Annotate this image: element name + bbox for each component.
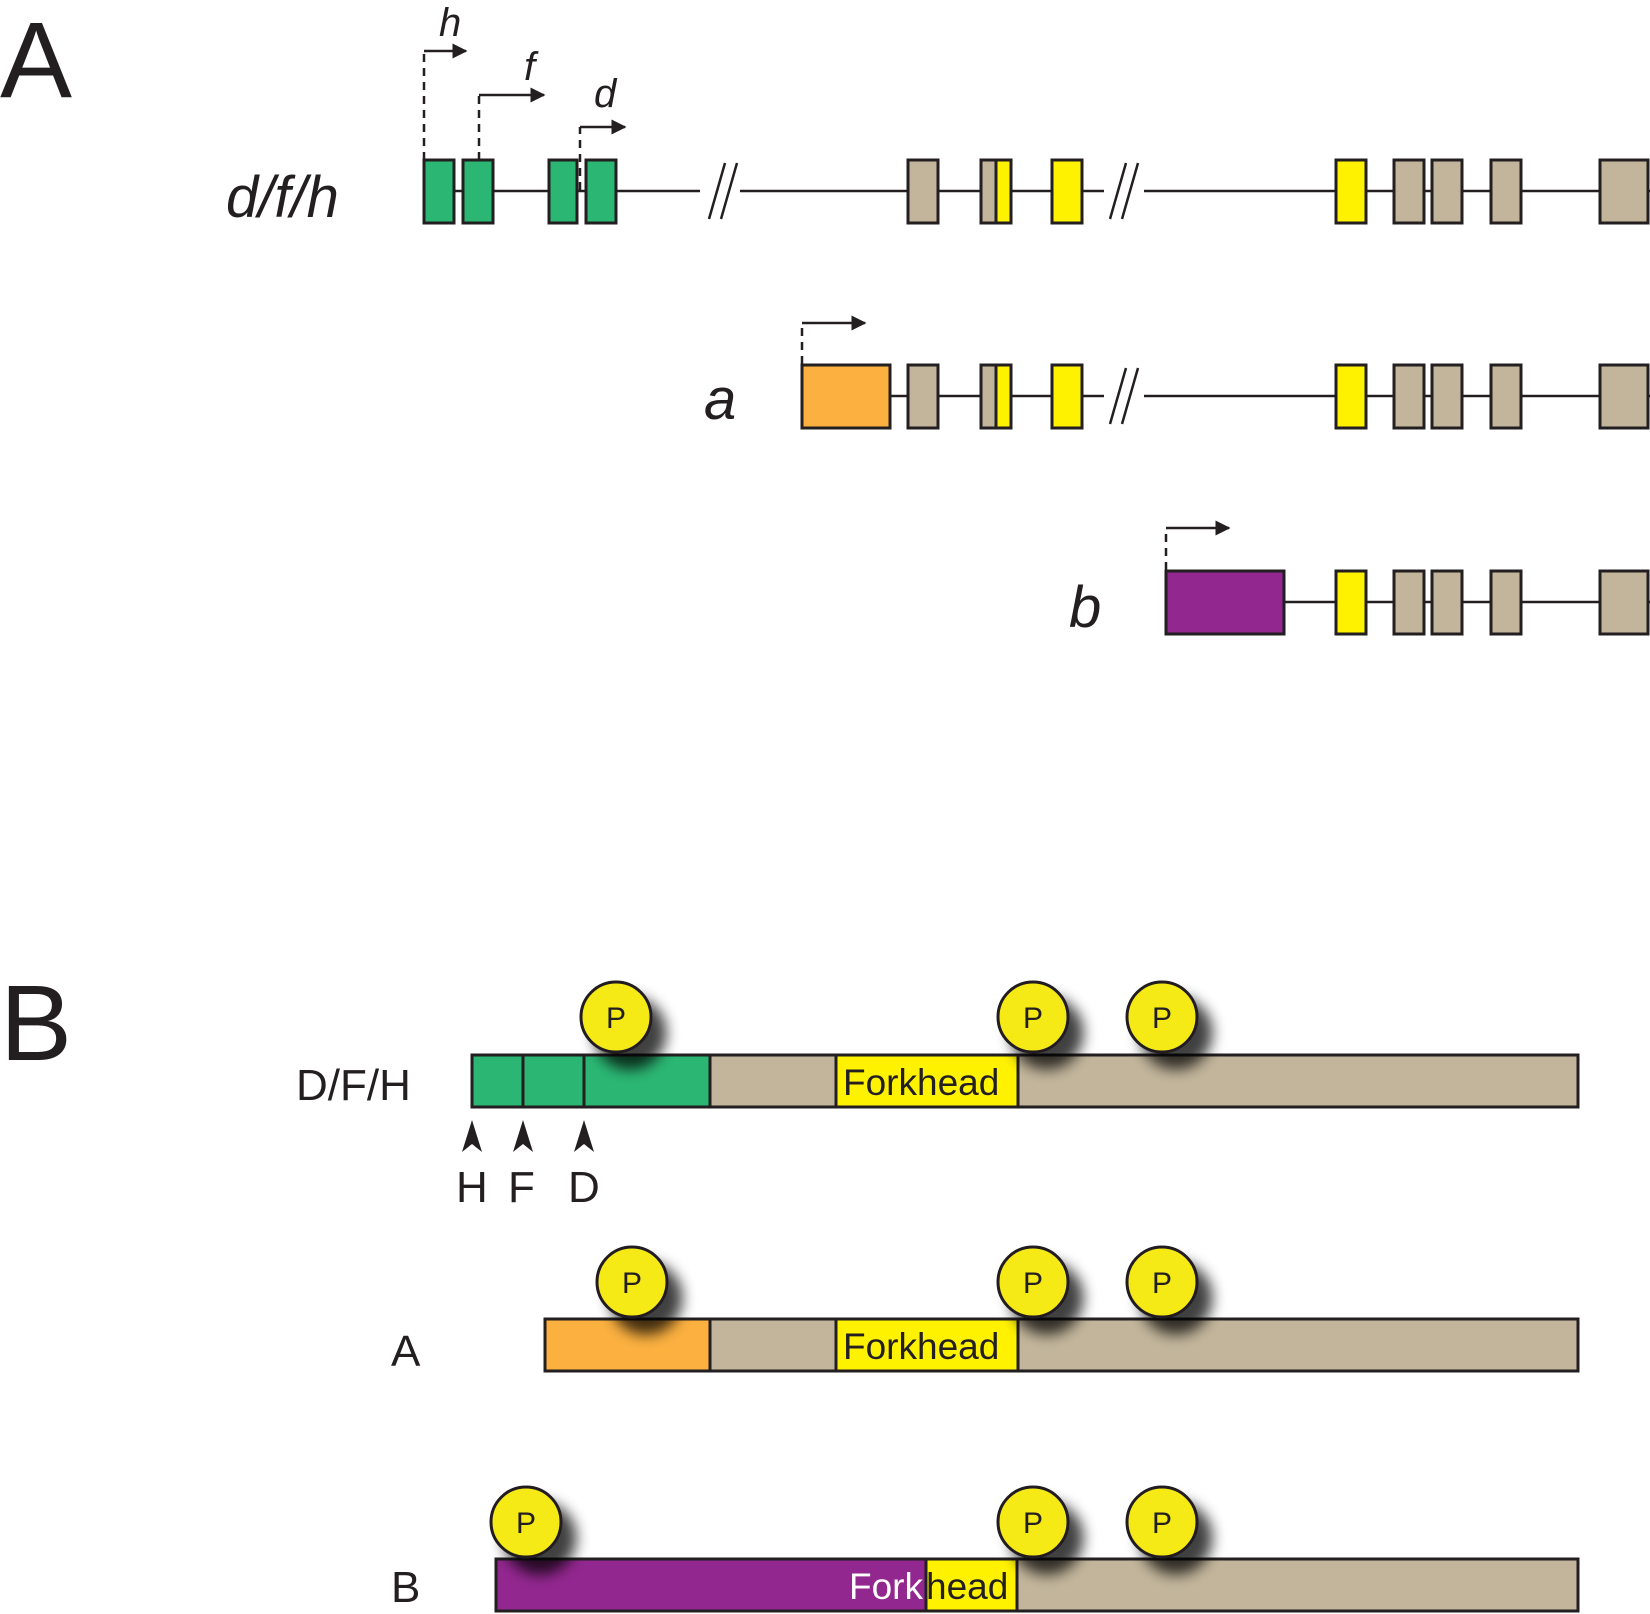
exon-orange xyxy=(800,363,892,430)
protein-region-green xyxy=(470,1053,712,1109)
protein-b: B Fork head P P P xyxy=(391,1485,1580,1613)
phosphorylation-site xyxy=(1125,1485,1199,1559)
site-label-d: D xyxy=(568,1163,600,1212)
protein-region-orange xyxy=(543,1317,712,1373)
gene-dfh-label: d/f/h xyxy=(226,165,339,230)
forkhead-domain xyxy=(834,1053,1020,1109)
exon-green xyxy=(422,158,456,225)
phospho-label: P xyxy=(516,1507,536,1540)
tss-arrow-a xyxy=(800,315,867,364)
panel-a-label: A xyxy=(0,0,72,120)
phospho-label: P xyxy=(622,1267,642,1300)
exon-green xyxy=(547,158,579,225)
forkhead-part1-label: Fork xyxy=(849,1566,924,1607)
phosphorylation-site xyxy=(1125,980,1199,1054)
forkhead-domain-label: Forkhead xyxy=(843,1062,999,1103)
start-site-arrowhead xyxy=(462,1120,482,1152)
panel-b-label: B xyxy=(0,962,72,1083)
phosphorylation-site xyxy=(579,980,653,1054)
exon-yellow xyxy=(1334,363,1368,430)
phospho-label: P xyxy=(1023,1507,1043,1540)
gene-a-label: a xyxy=(704,367,736,432)
phosphorylation-site xyxy=(996,1485,1070,1559)
tss-arrow-d xyxy=(578,119,627,190)
exon-yellow xyxy=(1334,158,1368,225)
break-mark xyxy=(1104,367,1144,425)
exon-tan xyxy=(1430,158,1464,225)
phospho-label: P xyxy=(1152,1507,1172,1540)
forkhead-domain-partial xyxy=(924,1557,1019,1613)
exon-tan xyxy=(1489,363,1523,430)
exon-yellow xyxy=(994,363,1013,430)
tss-label-d: d xyxy=(594,72,618,116)
protein-dfh: D/F/H Forkhead H F D P P P xyxy=(296,980,1580,1212)
phospho-label: P xyxy=(1023,1002,1043,1035)
break-mark xyxy=(700,162,740,220)
exon-tan xyxy=(1430,363,1464,430)
protein-dfh-label: D/F/H xyxy=(296,1061,411,1110)
exon-yellow xyxy=(994,158,1013,225)
tss-label-f: f xyxy=(524,45,539,89)
phospho-label: P xyxy=(606,1002,626,1035)
phospho-label: P xyxy=(1152,1002,1172,1035)
exon-tan xyxy=(1598,158,1650,225)
exon-tan xyxy=(1598,569,1650,636)
break-mark xyxy=(1104,162,1144,220)
protein-a-label: A xyxy=(391,1327,421,1376)
gene-a: a xyxy=(704,315,1650,432)
protein-b-label: B xyxy=(391,1563,420,1612)
phosphorylation-site xyxy=(489,1485,563,1559)
exon-tan-yellow xyxy=(979,158,998,225)
start-site-arrowhead xyxy=(574,1120,594,1152)
exon-green xyxy=(584,158,618,225)
exon-tan xyxy=(906,158,940,225)
exon-green xyxy=(461,158,495,225)
gene-dfh: d/f/h h f d xyxy=(226,1,1650,230)
protein-a: A Forkhead P P P xyxy=(391,1245,1580,1376)
tss-arrow-h xyxy=(422,43,468,160)
phosphorylation-site xyxy=(595,1245,669,1319)
tss-arrow-b xyxy=(1164,520,1231,570)
exon-tan xyxy=(1392,158,1426,225)
exon-tan xyxy=(1489,158,1523,225)
exon-tan xyxy=(1598,363,1650,430)
phosphorylation-site xyxy=(996,980,1070,1054)
site-label-f: F xyxy=(508,1163,535,1212)
gene-b-label: b xyxy=(1069,575,1101,640)
forkhead-domain xyxy=(834,1317,1020,1373)
exon-yellow xyxy=(1050,158,1084,225)
exon-tan xyxy=(1392,569,1426,636)
forkhead-domain-label: Forkhead xyxy=(843,1326,999,1367)
phosphorylation-site xyxy=(996,1245,1070,1319)
exon-tan xyxy=(1489,569,1523,636)
exon-tan xyxy=(906,363,940,430)
exon-tan xyxy=(1430,569,1464,636)
gene-b: b xyxy=(1069,520,1650,640)
tss-arrow-f xyxy=(477,87,546,160)
exon-purple xyxy=(1164,569,1286,636)
phospho-label: P xyxy=(1023,1267,1043,1300)
site-label-h: H xyxy=(456,1163,488,1212)
exon-yellow xyxy=(1334,569,1368,636)
exon-yellow xyxy=(1050,363,1084,430)
forkhead-part2-label: head xyxy=(926,1566,1008,1607)
exon-tan xyxy=(1392,363,1426,430)
tss-label-h: h xyxy=(439,1,461,45)
start-site-arrowhead xyxy=(513,1120,533,1152)
phosphorylation-site xyxy=(1125,1245,1199,1319)
exon-tan-yellow xyxy=(979,363,998,430)
phospho-label: P xyxy=(1152,1267,1172,1300)
